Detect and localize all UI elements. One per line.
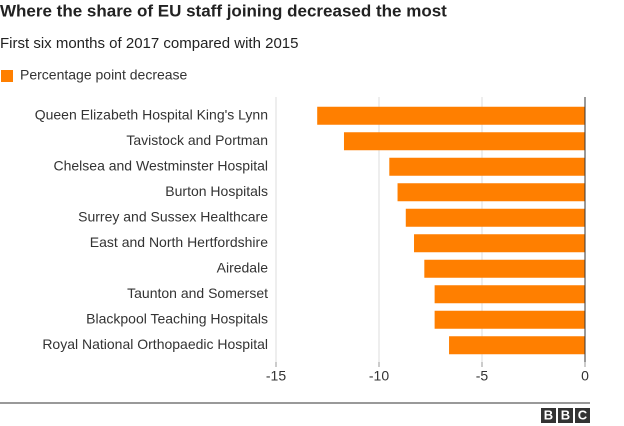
bar — [449, 336, 585, 355]
bar — [397, 183, 585, 202]
x-tick-label: -10 — [369, 368, 389, 384]
logo-letter: B — [544, 407, 553, 422]
y-tick-label: Queen Elizabeth Hospital King's Lynn — [35, 106, 268, 122]
logo-box — [575, 408, 590, 423]
bar — [389, 157, 585, 176]
logo-letter: B — [561, 407, 570, 422]
y-tick-label: Burton Hospitals — [165, 183, 268, 199]
bar — [405, 208, 585, 227]
bar — [434, 310, 585, 329]
chart-title: Where the share of EU staff joining decr… — [0, 1, 447, 20]
y-tick-label: Taunton and Somerset — [127, 285, 268, 301]
bar — [434, 285, 585, 304]
y-tick-label: Airedale — [217, 259, 269, 275]
logo-box — [558, 408, 573, 423]
bar — [414, 234, 585, 253]
y-tick-label: Chelsea and Westminster Hospital — [53, 157, 268, 173]
x-tick-label: -15 — [266, 368, 286, 384]
y-tick-label: East and North Hertfordshire — [90, 234, 268, 250]
legend-swatch — [1, 70, 13, 82]
logo-letter: C — [578, 407, 588, 422]
y-tick-label: Tavistock and Portman — [126, 132, 268, 148]
y-tick-label: Royal National Orthopaedic Hospital — [42, 336, 268, 352]
y-tick-label: Blackpool Teaching Hospitals — [86, 310, 268, 326]
x-tick-label: -5 — [476, 368, 489, 384]
bar — [424, 259, 585, 278]
x-tick-label: 0 — [581, 368, 589, 384]
bar — [317, 106, 585, 125]
chart-subtitle: First six months of 2017 compared with 2… — [0, 35, 298, 52]
y-tick-label: Surrey and Sussex Healthcare — [78, 208, 268, 224]
bar — [343, 132, 585, 151]
logo-box — [541, 408, 556, 423]
legend-label: Percentage point decrease — [20, 67, 188, 83]
